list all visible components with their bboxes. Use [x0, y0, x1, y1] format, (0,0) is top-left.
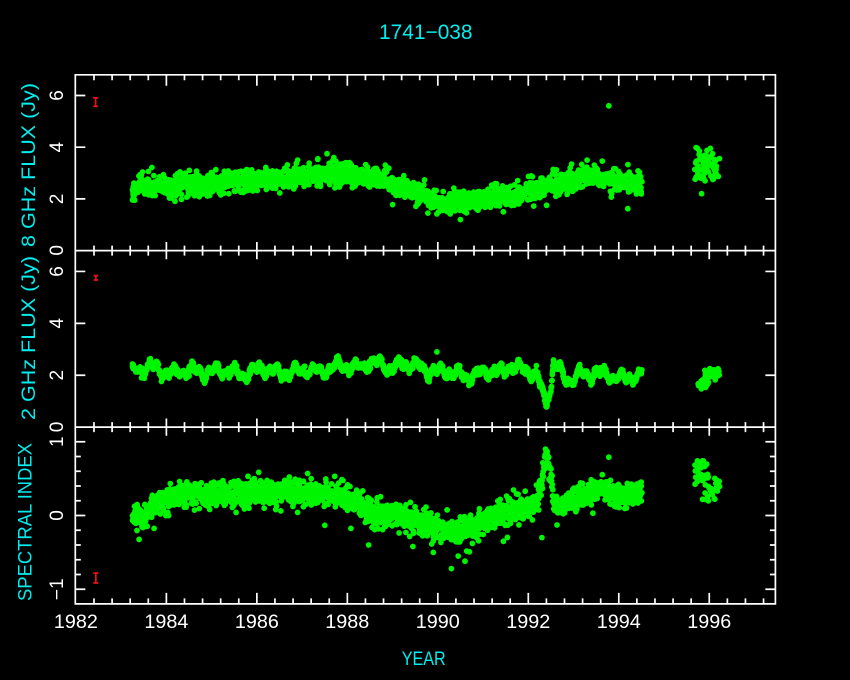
- svg-text:1988: 1988: [325, 612, 369, 633]
- svg-text:6: 6: [47, 266, 68, 277]
- svg-text:1984: 1984: [144, 612, 188, 633]
- svg-text:1982: 1982: [54, 612, 98, 633]
- svg-text:YEAR: YEAR: [402, 649, 446, 670]
- svg-text:1: 1: [47, 436, 68, 447]
- svg-text:1990: 1990: [416, 612, 460, 633]
- svg-text:1992: 1992: [506, 612, 550, 633]
- svg-text:2: 2: [47, 370, 68, 381]
- svg-text:4: 4: [47, 318, 68, 329]
- svg-text:SPECTRAL INDEX: SPECTRAL INDEX: [16, 443, 37, 601]
- svg-text:0: 0: [47, 245, 68, 256]
- svg-text:−1: −1: [47, 578, 68, 600]
- svg-text:2 GHz FLUX (Jy): 2 GHz FLUX (Jy): [19, 256, 40, 420]
- svg-text:1741−038: 1741−038: [379, 21, 473, 44]
- svg-text:1986: 1986: [235, 612, 279, 633]
- svg-text:1996: 1996: [687, 612, 731, 633]
- svg-text:8 GHz FLUX (Jy): 8 GHz FLUX (Jy): [19, 83, 40, 247]
- svg-text:2: 2: [47, 194, 68, 205]
- svg-text:6: 6: [47, 90, 68, 101]
- svg-text:0: 0: [47, 422, 68, 433]
- svg-text:1994: 1994: [597, 612, 641, 633]
- svg-text:0: 0: [47, 510, 68, 521]
- svg-text:4: 4: [47, 141, 68, 152]
